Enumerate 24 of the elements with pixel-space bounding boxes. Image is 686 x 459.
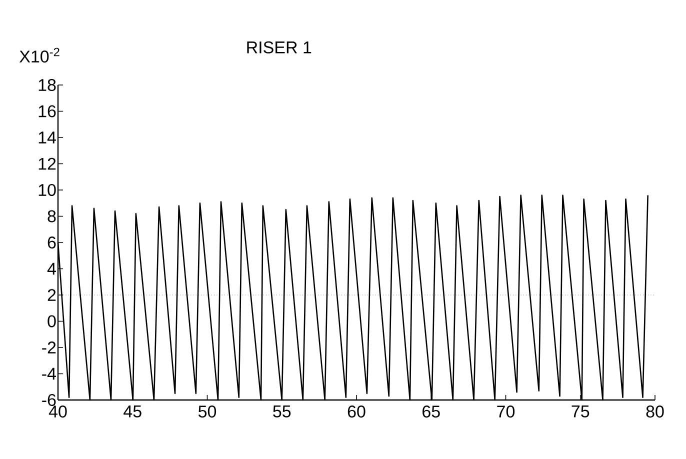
y-tick-label: 0 [48,315,56,328]
y-tick-label: -2 [42,342,56,354]
x-tick-label: 45 [124,406,142,418]
x-tick-label: 80 [646,406,664,418]
y-tick-label: 10 [38,184,56,196]
y-tick-label: 12 [38,158,56,170]
y-tick-label: -6 [42,394,56,406]
y-tick-label: 14 [38,132,56,144]
chart-title: RISER 1 [247,41,312,54]
y-tick-label: 8 [48,210,56,222]
y-tick-label: 18 [38,78,56,92]
x-tick-label: 75 [572,406,590,418]
y-axis-title: X10$^{-2}$ [19,48,60,63]
x-tick-label: 50 [198,406,216,418]
y-tick-label: 6 [48,236,56,249]
y-tick-label: 4 [47,262,56,275]
y-tick-label: 2 [48,289,56,301]
y-tick-label: -4 [42,368,56,380]
x-tick-label: 60 [348,406,366,418]
x-tick-label: 40 [48,406,67,418]
x-tick-label: 70 [497,406,515,418]
x-tick-label: 55 [273,406,291,418]
y-tick-label: 16 [38,105,56,118]
x-tick-label: 65 [422,406,440,418]
